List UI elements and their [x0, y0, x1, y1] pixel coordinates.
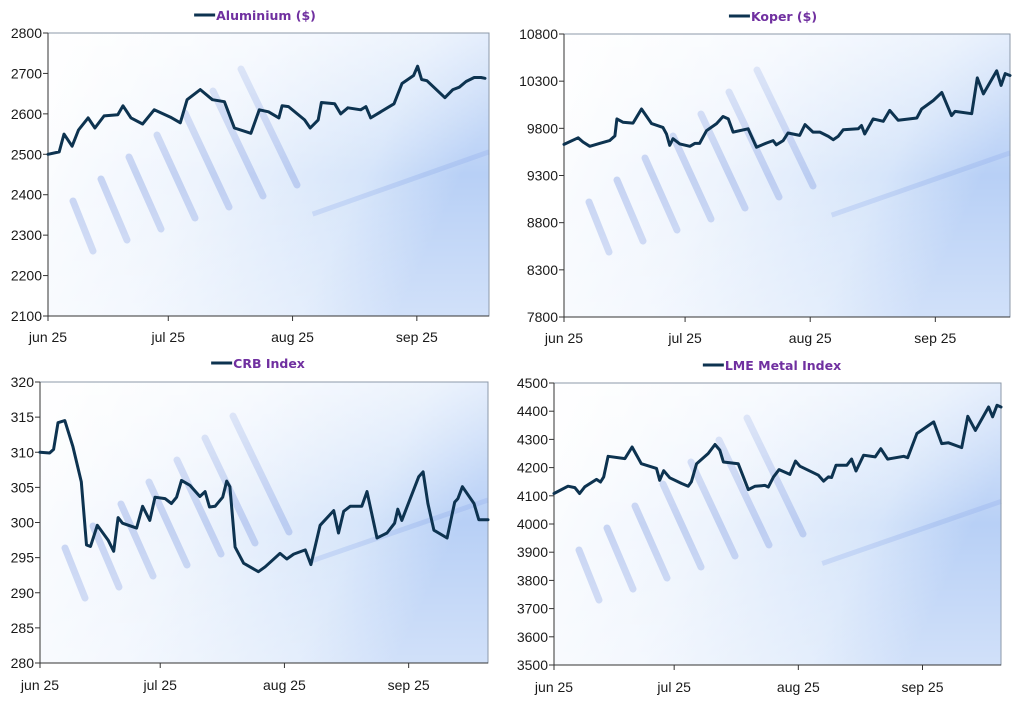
- y-tick-label: 3700: [517, 601, 548, 617]
- x-tick-label: jul 25: [656, 679, 691, 695]
- x-tick-label: sep 25: [914, 330, 956, 346]
- y-tick-label: 3500: [517, 657, 548, 673]
- y-tick-label: 2500: [11, 146, 42, 162]
- series-line-aluminium: [46, 64, 487, 156]
- y-tick-label: 320: [11, 374, 35, 390]
- y-tick-label: 10300: [519, 73, 558, 89]
- x-tick-label: jul 25: [142, 677, 177, 693]
- y-tick-label: 300: [11, 515, 35, 531]
- y-tick-label: 2300: [11, 227, 42, 243]
- y-tick-label: 2200: [11, 268, 42, 284]
- y-tick-label: 4100: [517, 488, 548, 504]
- x-tick-label: jun 25: [534, 679, 573, 695]
- y-tick-label: 2700: [11, 65, 42, 81]
- x-tick-label: jun 25: [20, 677, 59, 693]
- series-line-lme-metal-index: [552, 403, 1003, 495]
- x-tick-label: aug 25: [777, 679, 820, 695]
- y-tick-label: 295: [11, 550, 35, 566]
- plot-background-fade: [564, 34, 1010, 317]
- y-tick-label: 4200: [517, 460, 548, 476]
- chart-aluminium: 2100 2200 2300 2400 2500 2600 2700 2800 jun 25 ju…: [11, 8, 490, 345]
- y-tick-label: 4400: [517, 403, 548, 419]
- y-tick-label: 3600: [517, 629, 548, 645]
- y-tick-label: 8300: [527, 262, 558, 278]
- plot-background-fade: [40, 382, 488, 663]
- legend-label: Aluminium ($): [216, 8, 316, 23]
- x-tick-label: aug 25: [263, 677, 306, 693]
- y-tick-label: 3900: [517, 544, 548, 560]
- y-tick-label: 2800: [11, 25, 42, 41]
- series-line-koper: [562, 69, 1012, 149]
- x-tick-label: sep 25: [388, 677, 430, 693]
- plot-background-fade: [554, 383, 1001, 665]
- chart-lme-metal-index: 3500 3600 3700 3800 3900 4000 4100 4200 4300 4400…: [517, 358, 1003, 695]
- y-tick-label: 7800: [527, 309, 558, 325]
- y-tick-label: 315: [11, 409, 35, 425]
- chart-crb-index: 280 285 290 295 300 305 310 315 320 jun 25 jul 25 a…: [11, 356, 490, 693]
- y-tick-label: 9800: [527, 120, 558, 136]
- y-tick-label: 2400: [11, 187, 42, 203]
- y-tick-label: 4300: [517, 431, 548, 447]
- legend-label: Koper ($): [751, 9, 817, 24]
- y-tick-label: 4500: [517, 375, 548, 391]
- y-tick-label: 305: [11, 479, 35, 495]
- legend-label: LME Metal Index: [725, 358, 841, 373]
- y-tick-label: 3800: [517, 572, 548, 588]
- y-tick-label: 285: [11, 620, 35, 636]
- y-tick-label: 9300: [527, 168, 558, 184]
- y-tick-label: 280: [11, 655, 35, 671]
- x-tick-label: aug 25: [789, 330, 832, 346]
- x-tick-label: sep 25: [901, 679, 943, 695]
- x-tick-label: aug 25: [271, 329, 314, 345]
- legend-label: CRB Index: [233, 356, 305, 371]
- x-tick-label: jun 25: [28, 329, 67, 345]
- plot-background-fade: [48, 33, 489, 316]
- x-tick-label: jun 25: [544, 330, 583, 346]
- x-tick-label: sep 25: [396, 329, 438, 345]
- y-tick-label: 2600: [11, 106, 42, 122]
- y-tick-label: 8800: [527, 215, 558, 231]
- y-tick-label: 4000: [517, 516, 548, 532]
- series-line-crb-index: [38, 419, 490, 574]
- y-tick-label: 290: [11, 585, 35, 601]
- x-tick-label: jul 25: [151, 329, 186, 345]
- y-tick-label: 2100: [11, 308, 42, 324]
- y-tick-label: 310: [11, 444, 35, 460]
- chart-koper: 7800 8300 8800 9300 9800 10300 10800 jun 25 jul …: [519, 9, 1012, 346]
- y-tick-label: 10800: [519, 26, 558, 42]
- x-tick-label: jul 25: [667, 330, 702, 346]
